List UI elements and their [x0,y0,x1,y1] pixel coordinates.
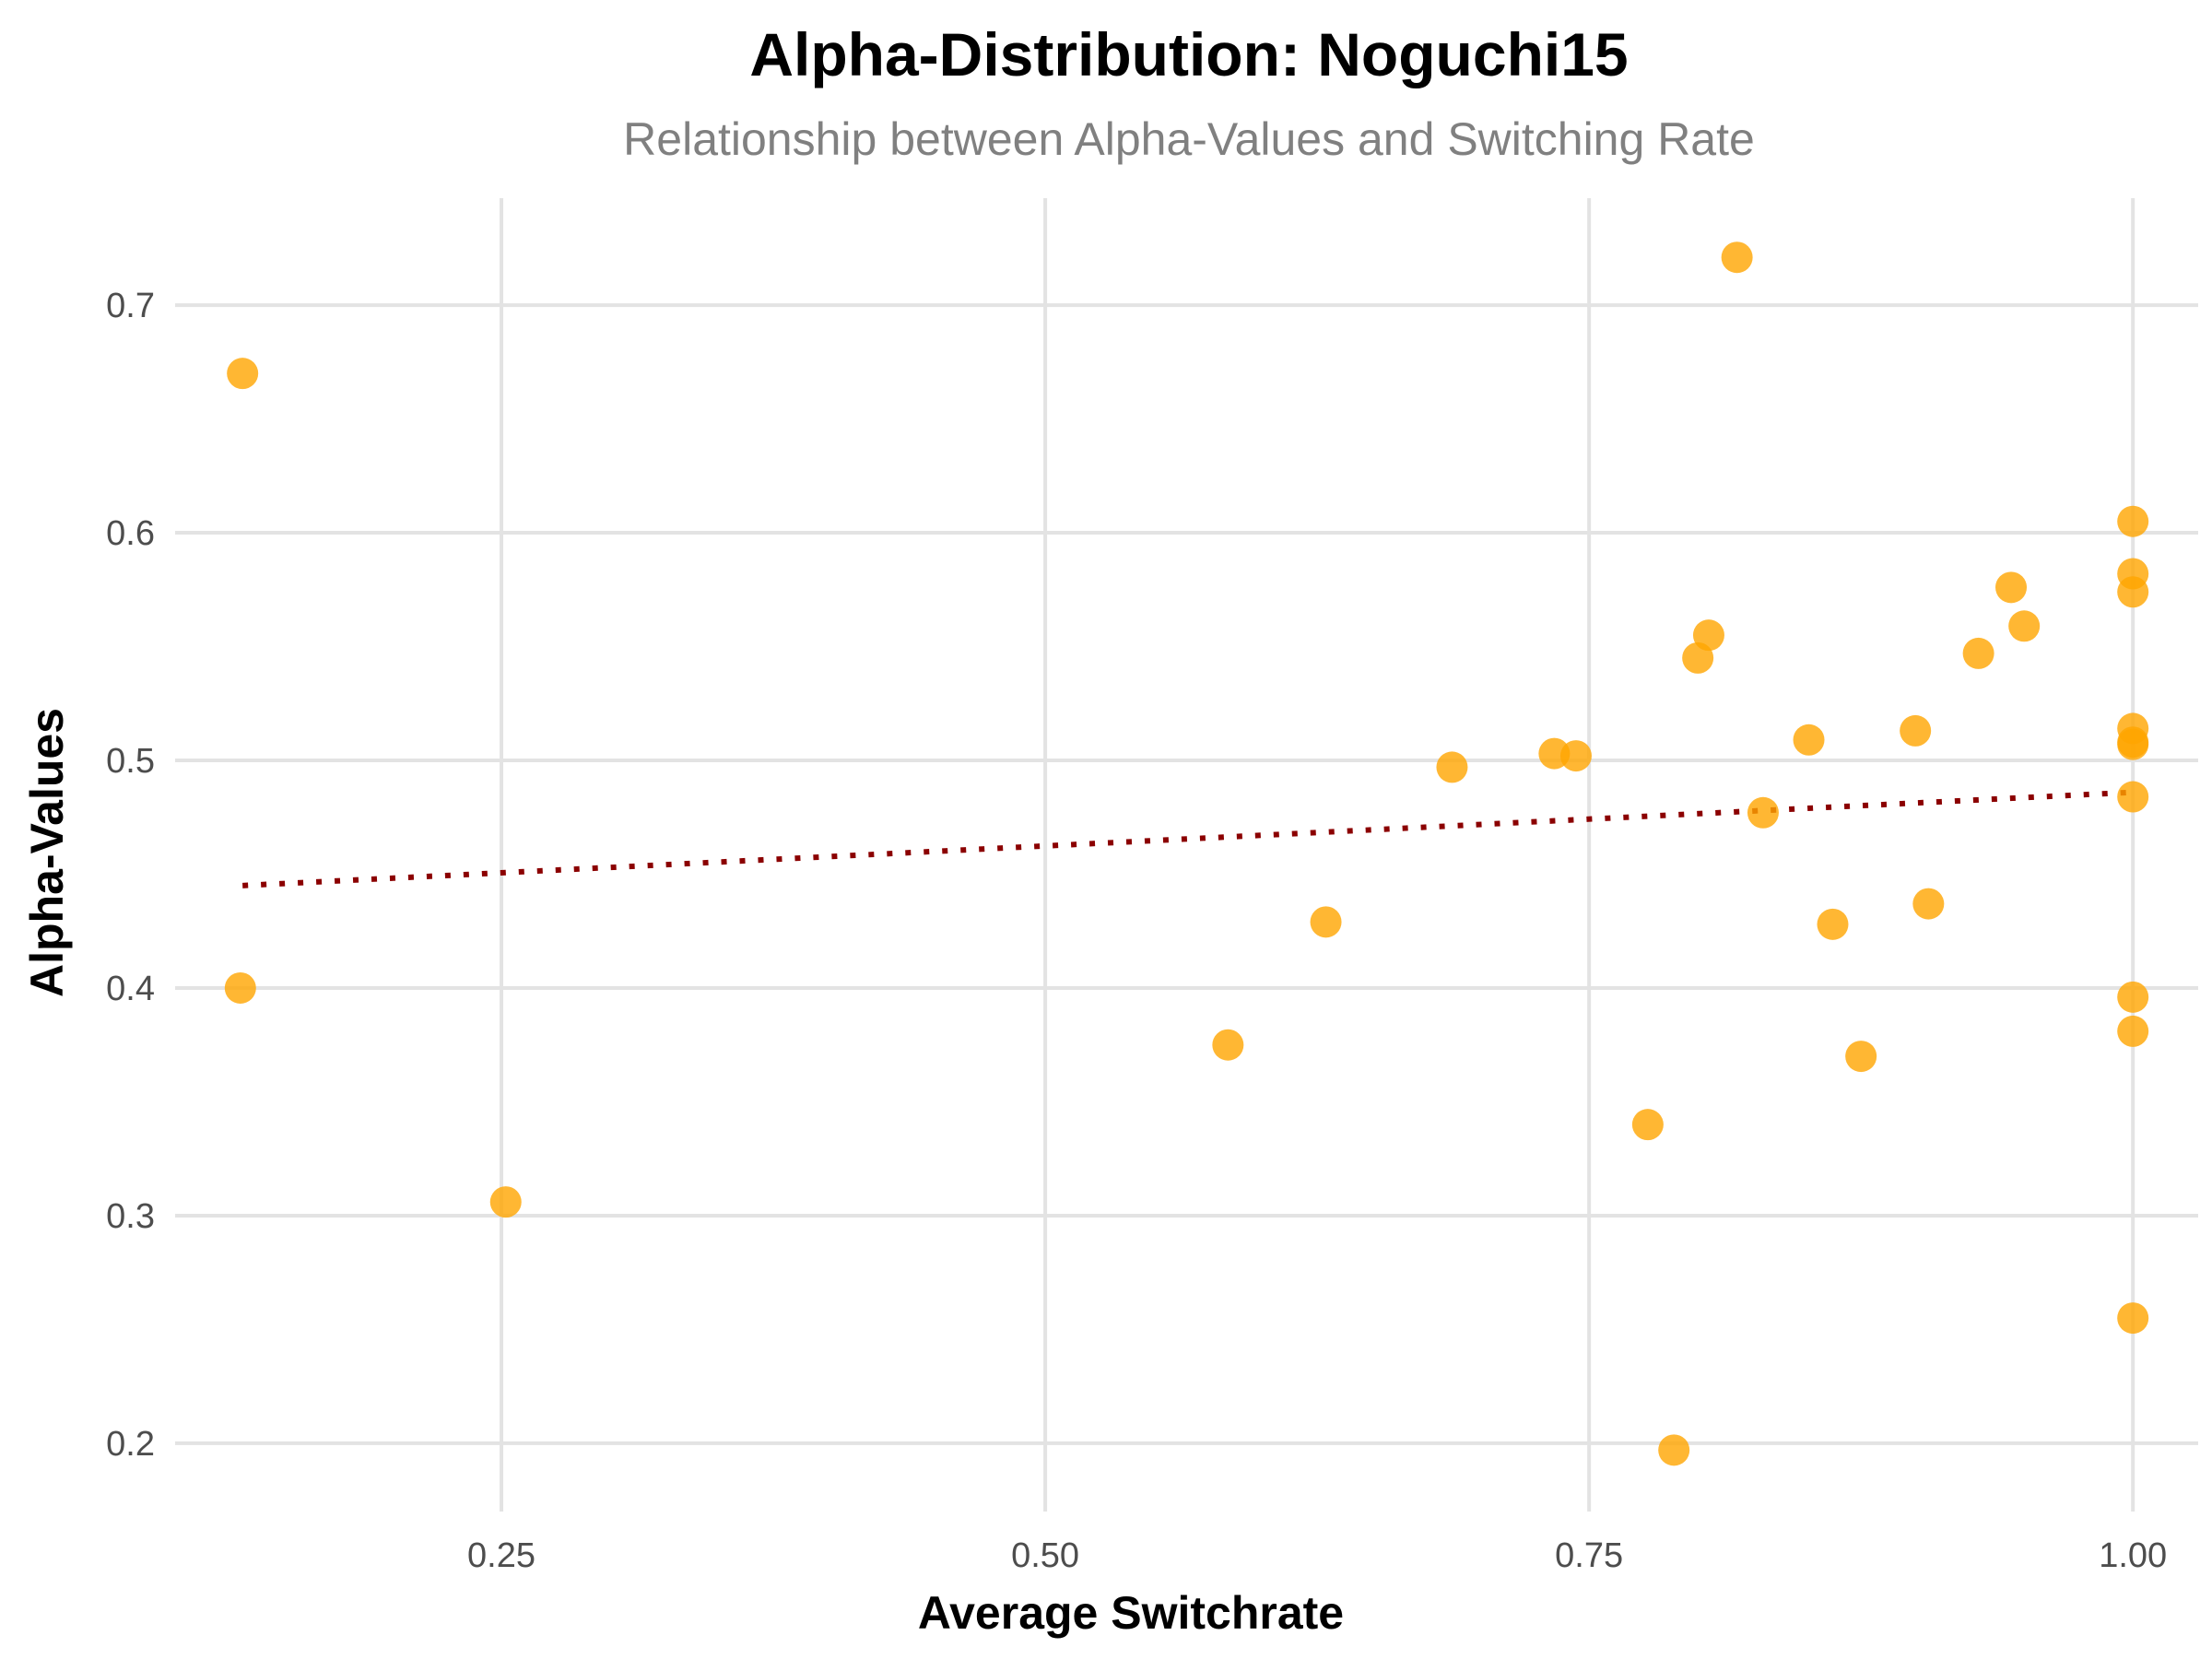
scatter-point [2117,728,2149,760]
scatter-point [2008,610,2041,642]
scatter-point [1310,906,1342,938]
scatter-point [1900,714,1932,747]
y-tick-label: 0.3 [106,1197,155,1236]
scatter-point [1559,740,1592,772]
trend-line [242,789,2134,888]
y-tick-label: 0.7 [106,287,155,325]
scatter-point [2117,1302,2149,1335]
trend-line-group [242,789,2134,888]
scatter-point [489,1186,522,1218]
scatter-point [1721,241,1753,274]
scatter-point [1912,888,1945,920]
scatter-point [2117,981,2149,1013]
x-tick-label: 0.25 [467,1536,535,1575]
y-axis-tick-labels: 0.2 0.3 0.4 0.5 0.6 0.7 [106,287,155,1464]
x-tick-label: 0.50 [1011,1536,1079,1575]
scatter-point [1747,796,1779,829]
scatter-point [1692,619,1724,652]
scatter-point [1845,1041,1877,1073]
scatter-point [2117,1015,2149,1047]
y-tick-label: 0.6 [106,514,155,553]
vertical-gridlines [500,198,2136,1512]
y-tick-label: 0.5 [106,742,155,781]
y-axis-title: Alpha-Values [21,708,73,997]
scatter-point [1212,1029,1244,1061]
x-axis-tick-labels: 0.25 0.50 0.75 1.00 [467,1536,2167,1575]
scatter-point [2117,781,2149,813]
scatter-point [2117,576,2149,608]
chart-subtitle: Relationship between Alpha-Values and Sw… [623,113,1755,165]
scatter-point [1658,1434,1690,1466]
x-tick-label: 0.75 [1555,1536,1623,1575]
scatter-point [1962,637,1994,669]
chart-title: Alpha-Distribution: Noguchi15 [749,20,1628,88]
data-points [224,241,2149,1466]
y-tick-label: 0.4 [106,970,155,1008]
scatter-point [1436,751,1468,783]
scatter-point [1631,1109,1664,1141]
x-tick-label: 1.00 [2099,1536,2167,1575]
scatter-point [1995,571,2028,604]
scatter-point [227,358,259,390]
y-tick-label: 0.2 [106,1425,155,1464]
scatter-point [2117,505,2149,537]
scatter-point [1817,908,1849,940]
scatter-point [224,971,256,1004]
x-axis-title: Average Switchrate [918,1587,1344,1639]
scatter-point [1793,724,1825,756]
